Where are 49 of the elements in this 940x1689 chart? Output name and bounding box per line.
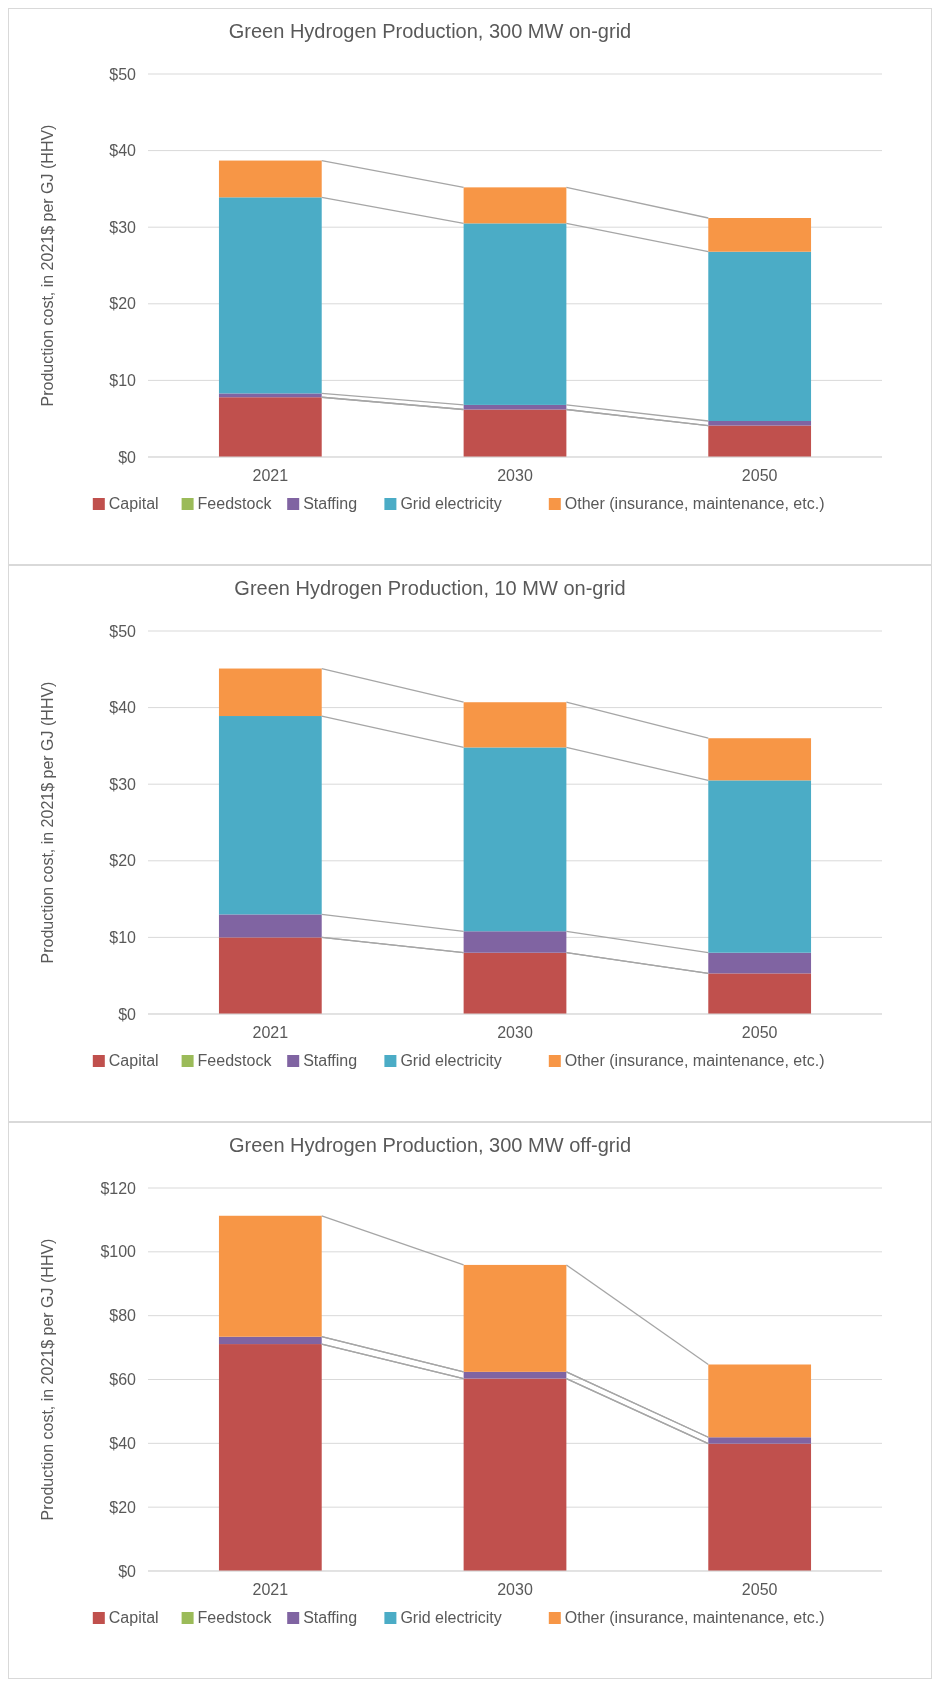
legend-label: Grid electricity: [400, 1609, 502, 1626]
chart-title: Green Hydrogen Production, 10 MW on-grid: [234, 577, 626, 599]
y-tick-label: $80: [109, 1307, 137, 1325]
legend-label: Feedstock: [197, 1609, 273, 1626]
legend-label: Feedstock: [197, 1052, 273, 1069]
x-tick-label: 2021: [252, 1024, 289, 1041]
x-tick-label: 2030: [497, 1581, 533, 1598]
y-tick-label: $30: [109, 775, 137, 793]
legend-label: Grid electricity: [400, 495, 502, 512]
x-tick-label: 2021: [252, 1581, 289, 1598]
legend-label: Feedstock: [197, 495, 273, 512]
y-tick-label: $0: [118, 1005, 137, 1023]
y-tick-label: $60: [109, 1371, 137, 1389]
legend-label: Capital: [108, 1052, 159, 1069]
y-axis-title: Production cost, in 2021$ per GJ (HHV): [39, 681, 56, 964]
legend-label: Grid electricity: [400, 1052, 502, 1069]
y-tick-label: $10: [109, 929, 137, 946]
legend-label: Other (insurance, maintenance, etc.): [564, 495, 825, 512]
y-tick-label: $30: [109, 218, 137, 236]
y-tick-label: $50: [109, 65, 137, 83]
y-tick-label: $0: [118, 448, 137, 466]
x-tick-label: 2021: [252, 467, 289, 484]
y-tick-label: $40: [109, 699, 137, 717]
x-tick-label: 2050: [741, 1581, 778, 1598]
y-tick-label: $10: [109, 372, 137, 389]
y-tick-label: $120: [100, 1179, 137, 1197]
legend-label: Other (insurance, maintenance, etc.): [564, 1609, 825, 1626]
y-tick-label: $0: [118, 1562, 137, 1580]
y-tick-label: $20: [109, 295, 137, 313]
y-tick-label: $40: [109, 142, 137, 160]
x-tick-label: 2050: [741, 1024, 778, 1041]
y-axis-title: Production cost, in 2021$ per GJ (HHV): [39, 124, 56, 407]
y-tick-label: $20: [109, 1498, 137, 1516]
y-tick-label: $20: [109, 852, 137, 870]
legend-label: Other (insurance, maintenance, etc.): [564, 1052, 825, 1069]
y-tick-label: $100: [100, 1243, 137, 1261]
x-tick-label: 2050: [741, 467, 778, 484]
x-tick-label: 2030: [497, 467, 533, 484]
legend-label: Staffing: [303, 1052, 358, 1069]
legend-label: Capital: [108, 495, 159, 512]
y-tick-label: $40: [109, 1434, 137, 1452]
y-tick-label: $50: [109, 622, 137, 640]
legend-label: Capital: [108, 1609, 159, 1626]
x-tick-label: 2030: [497, 1024, 533, 1041]
legend-label: Staffing: [303, 495, 358, 512]
y-axis-title: Production cost, in 2021$ per GJ (HHV): [39, 1238, 56, 1521]
legend-label: Staffing: [303, 1609, 358, 1626]
chart-title: Green Hydrogen Production, 300 MW on-grid: [228, 20, 632, 42]
chart-title: Green Hydrogen Production, 300 MW off-grid: [228, 1134, 632, 1156]
